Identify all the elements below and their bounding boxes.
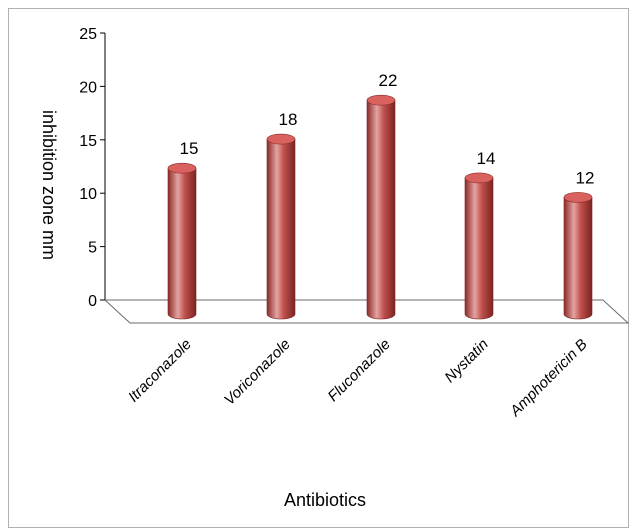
y-axis-title: inhibition zone mm — [39, 110, 59, 260]
bar-body — [266, 138, 296, 320]
data-label: 12 — [576, 168, 595, 187]
x-axis-title: Antibiotics — [284, 490, 366, 510]
category-label: Nystatin — [441, 336, 491, 386]
floor-plane — [103, 299, 630, 324]
bar-top — [167, 162, 197, 174]
y-tick-label: 0 — [88, 293, 97, 310]
y-tick-label: 20 — [79, 79, 97, 96]
axes: 0 5 10 15 20 25 — [79, 26, 630, 324]
y-tick-label: 25 — [79, 26, 97, 43]
bar-body — [464, 177, 494, 320]
bar-top — [366, 94, 396, 106]
bar-chart: 0 5 10 15 20 25 15 Itraconazole 18 Voriconazole 2… — [39, 26, 630, 510]
bar-top — [563, 192, 593, 203]
category-label: Itraconazole — [125, 336, 195, 406]
data-label: 15 — [180, 139, 199, 158]
category-label: Fluconazole — [325, 336, 394, 405]
bar-body — [563, 197, 593, 320]
bar-top — [266, 133, 296, 145]
bar-top — [464, 172, 494, 184]
chart-frame — [8, 8, 629, 528]
bar-body — [366, 99, 396, 320]
bars — [167, 94, 593, 320]
data-label: 22 — [379, 71, 398, 90]
bar-body — [167, 167, 197, 320]
data-label: 14 — [477, 149, 496, 168]
y-tick-label: 5 — [88, 240, 97, 257]
data-label: 18 — [279, 110, 298, 129]
category-label: Amphotericin B — [506, 336, 591, 421]
y-tick-label: 15 — [79, 133, 97, 150]
y-tick-label: 10 — [79, 186, 97, 203]
category-label: Voriconazole — [221, 336, 294, 409]
